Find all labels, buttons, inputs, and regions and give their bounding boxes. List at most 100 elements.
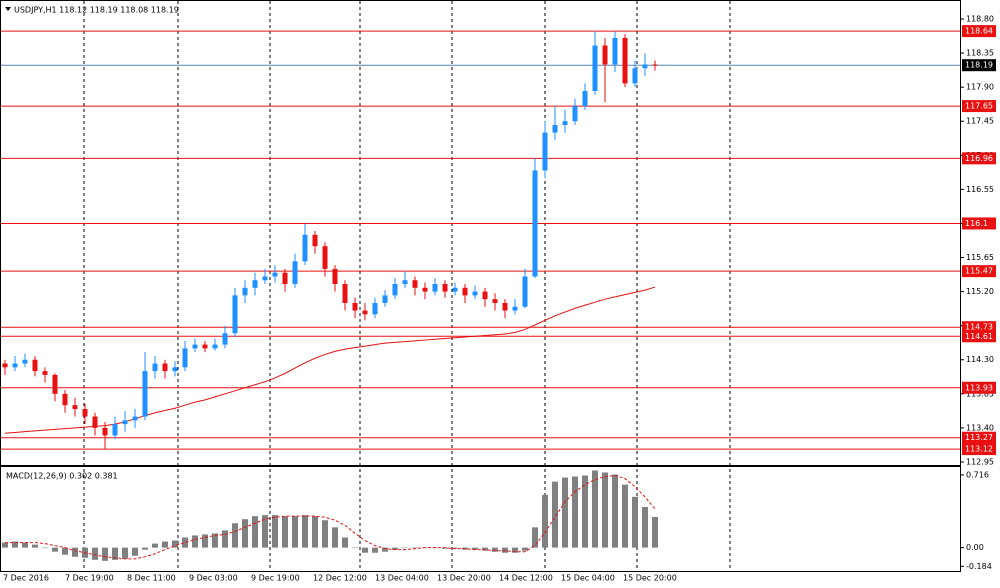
macd-pane	[0, 466, 961, 572]
level-label-box	[962, 381, 996, 394]
period-separators	[83, 1, 731, 571]
macd-bar	[382, 547, 388, 552]
candle-body	[162, 363, 168, 372]
candle-body	[12, 363, 18, 368]
macd-bar	[582, 475, 588, 548]
candle-body	[132, 416, 138, 421]
macd-bar	[202, 534, 208, 548]
x-tick-label: 9 Dec 19:00	[251, 574, 300, 583]
macd-bar	[492, 547, 498, 552]
macd-bar	[452, 547, 458, 549]
macd-bar	[302, 515, 308, 548]
level-label: 114.61	[965, 332, 993, 341]
candle-body	[62, 393, 68, 406]
candle-body	[522, 276, 528, 307]
candle-body	[472, 291, 478, 296]
y-tick-label: 115.65	[966, 253, 994, 262]
macd-bar	[502, 547, 508, 553]
candle-body	[192, 344, 198, 349]
x-tick-label: 7 Dec 2016	[3, 574, 49, 583]
candle-body	[332, 268, 338, 285]
candle-body	[532, 170, 538, 277]
macd-bar	[332, 527, 338, 548]
price-pane	[0, 0, 961, 466]
macd-bar	[12, 541, 18, 548]
level-label: 118.64	[965, 27, 993, 36]
macd-bar	[242, 519, 248, 548]
y-tick-label: 0.00	[966, 543, 984, 552]
y-tick-label: 115.20	[966, 287, 994, 296]
level-label-box	[962, 321, 996, 334]
candle-body	[462, 287, 468, 296]
candle-body	[502, 302, 508, 311]
candle-body	[572, 106, 578, 122]
macd-bar	[562, 477, 568, 548]
macd-bar	[592, 470, 598, 548]
candle-body	[602, 45, 608, 65]
macd-bar	[652, 516, 658, 548]
macd-bar	[472, 547, 478, 550]
candle-body	[432, 284, 438, 292]
candle-body	[252, 280, 258, 288]
candle-body	[52, 374, 58, 394]
candle-body	[312, 234, 318, 247]
macd-bar	[172, 540, 178, 548]
candle-body	[382, 295, 388, 303]
y-tick-label: 117.45	[966, 117, 994, 126]
level-label: 114.73	[965, 323, 993, 332]
candle-body	[362, 310, 368, 315]
candle-body	[272, 272, 278, 277]
level-label-box	[962, 152, 996, 165]
macd-bar	[602, 472, 608, 548]
candle-body	[442, 284, 448, 292]
macd-bar	[322, 520, 328, 548]
menu-arrow[interactable]	[5, 7, 11, 11]
x-tick-label: 14 Dec 12:00	[499, 574, 553, 583]
macd-bar	[252, 516, 258, 548]
macd-bar	[522, 547, 528, 551]
macd-bar	[552, 481, 558, 548]
candle-body	[402, 280, 408, 285]
candle-body	[102, 427, 108, 436]
macd-bar	[182, 537, 188, 548]
level-label: 116.1	[965, 219, 988, 228]
x-tick-label: 15 Dec 20:00	[623, 574, 677, 583]
macd-bar	[352, 547, 358, 549]
candle-body	[412, 280, 418, 288]
macd-bar	[72, 547, 78, 557]
candle-body	[292, 261, 298, 285]
candle-body	[2, 363, 8, 368]
y-tick-label: 113.40	[966, 423, 994, 432]
candle-body	[422, 287, 428, 292]
y-tick-label: 0.716	[966, 470, 989, 479]
x-tick-label: 7 Dec 19:00	[65, 574, 114, 583]
y-tick-label: 117.90	[966, 83, 994, 92]
macd-bar	[532, 527, 538, 548]
level-label-box	[962, 100, 996, 113]
y-tick-label: 114.30	[966, 355, 994, 364]
macd-bar	[102, 547, 108, 561]
candle-body	[372, 302, 378, 315]
x-tick-label: 13 Dec 20:00	[437, 574, 491, 583]
level-label-box	[962, 443, 996, 456]
candle-body	[182, 348, 188, 368]
macd-bar	[162, 541, 168, 548]
candle-body	[492, 299, 498, 303]
macd-bar	[262, 515, 268, 548]
candle-body	[612, 37, 618, 65]
candle-body	[562, 121, 568, 126]
level-label-box	[962, 431, 996, 444]
macd-bar	[342, 537, 348, 548]
macd-bar	[392, 547, 398, 550]
macd-bar	[192, 535, 198, 548]
candle-body	[22, 359, 28, 364]
macd-bar	[482, 547, 488, 551]
y-tick-label: 112.95	[966, 457, 994, 466]
macd-bar	[62, 547, 68, 555]
candle-body	[242, 287, 248, 296]
macd-bar	[402, 547, 408, 549]
level-label-box	[962, 265, 996, 278]
candle-body	[142, 371, 148, 417]
candle-body	[632, 68, 638, 84]
macd-bar	[122, 547, 128, 559]
